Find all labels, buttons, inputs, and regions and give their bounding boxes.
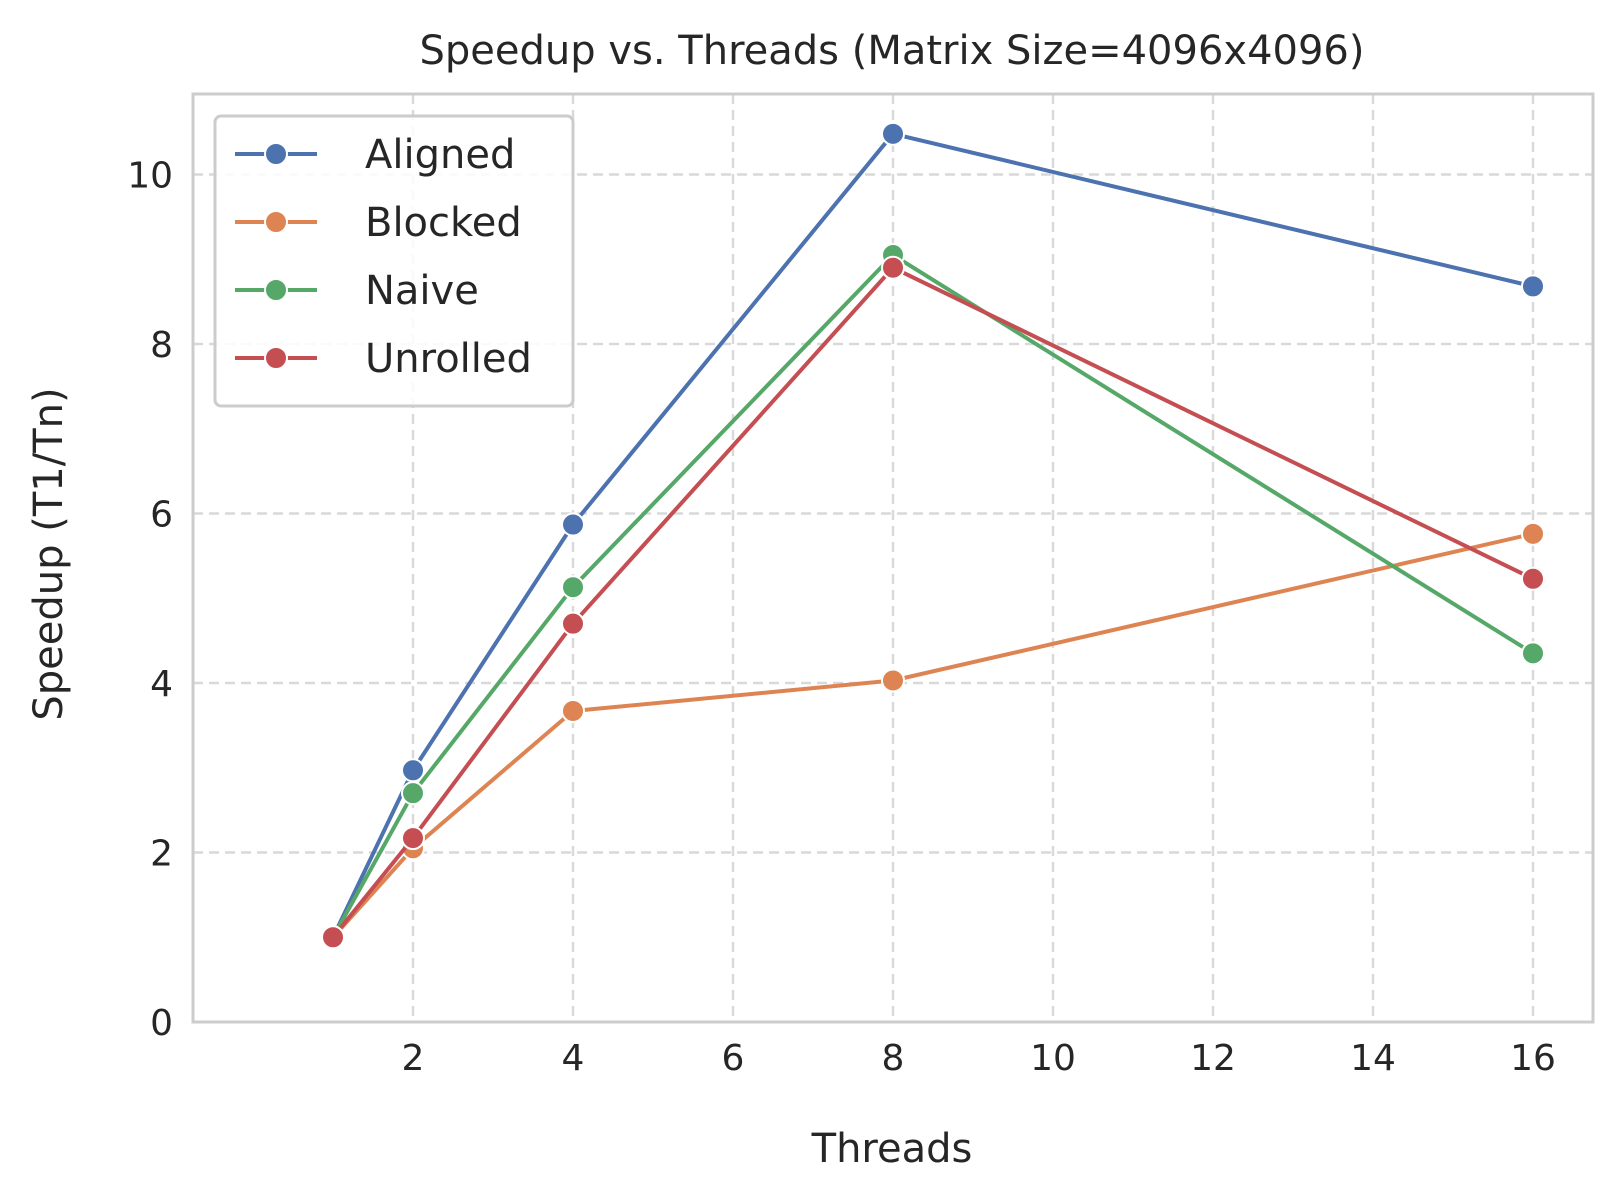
legend-marker <box>264 142 288 166</box>
x-tick-label: 10 <box>1030 1038 1076 1079</box>
data-point <box>561 611 585 636</box>
x-axis-label: Threads <box>811 1126 973 1172</box>
data-point <box>1521 274 1545 299</box>
plot-frame <box>191 92 1595 1024</box>
data-point <box>561 698 585 723</box>
legend-marker <box>264 210 288 234</box>
data-point <box>561 575 585 600</box>
data-point <box>1521 521 1545 546</box>
x-tick-label: 2 <box>402 1038 425 1079</box>
data-point <box>1521 566 1545 591</box>
data-point <box>1521 641 1545 666</box>
x-tick-label: 8 <box>882 1038 905 1079</box>
x-tick-label: 16 <box>1510 1038 1556 1079</box>
legend-label: Blocked <box>365 200 522 246</box>
legend-marker <box>264 278 288 302</box>
x-tick-label: 4 <box>562 1038 585 1079</box>
y-axis-label: Speedup (T1/Tn) <box>26 387 72 720</box>
tick-labels: 2 4 6 8 10 12 14 16 0 2 4 6 8 10 <box>127 156 1556 1079</box>
y-tick-label: 4 <box>150 664 173 705</box>
data-point <box>401 758 425 783</box>
data-point <box>561 512 585 537</box>
y-tick-label: 0 <box>150 1003 173 1044</box>
series-unrolled <box>321 255 1545 950</box>
legend-item-aligned: Aligned <box>235 132 515 178</box>
data-point <box>881 255 905 280</box>
legend-label: Unrolled <box>365 336 532 382</box>
legend-box <box>213 114 575 408</box>
y-tick-label: 2 <box>150 834 173 875</box>
legend-label: Naive <box>365 268 479 314</box>
chart-title: Speedup vs. Threads (Matrix Size=4096x40… <box>420 28 1365 74</box>
y-tick-label: 10 <box>127 156 173 197</box>
x-tick-label: 14 <box>1350 1038 1396 1079</box>
x-tick-label: 12 <box>1190 1038 1236 1079</box>
series-layer <box>321 121 1545 950</box>
data-point <box>401 826 425 851</box>
legend: Aligned Blocked Naive Unrolled <box>213 114 575 408</box>
y-tick-label: 6 <box>150 495 173 536</box>
legend-label: Aligned <box>365 132 515 178</box>
data-point <box>881 668 905 693</box>
x-tick-label: 6 <box>722 1038 745 1079</box>
data-point <box>401 781 425 806</box>
legend-item-blocked: Blocked <box>235 200 522 246</box>
legend-marker <box>264 346 288 370</box>
legend-item-naive: Naive <box>235 268 479 314</box>
legend-item-unrolled: Unrolled <box>235 336 532 382</box>
y-tick-label: 8 <box>150 325 173 366</box>
data-point <box>321 925 345 950</box>
data-point <box>881 121 905 146</box>
